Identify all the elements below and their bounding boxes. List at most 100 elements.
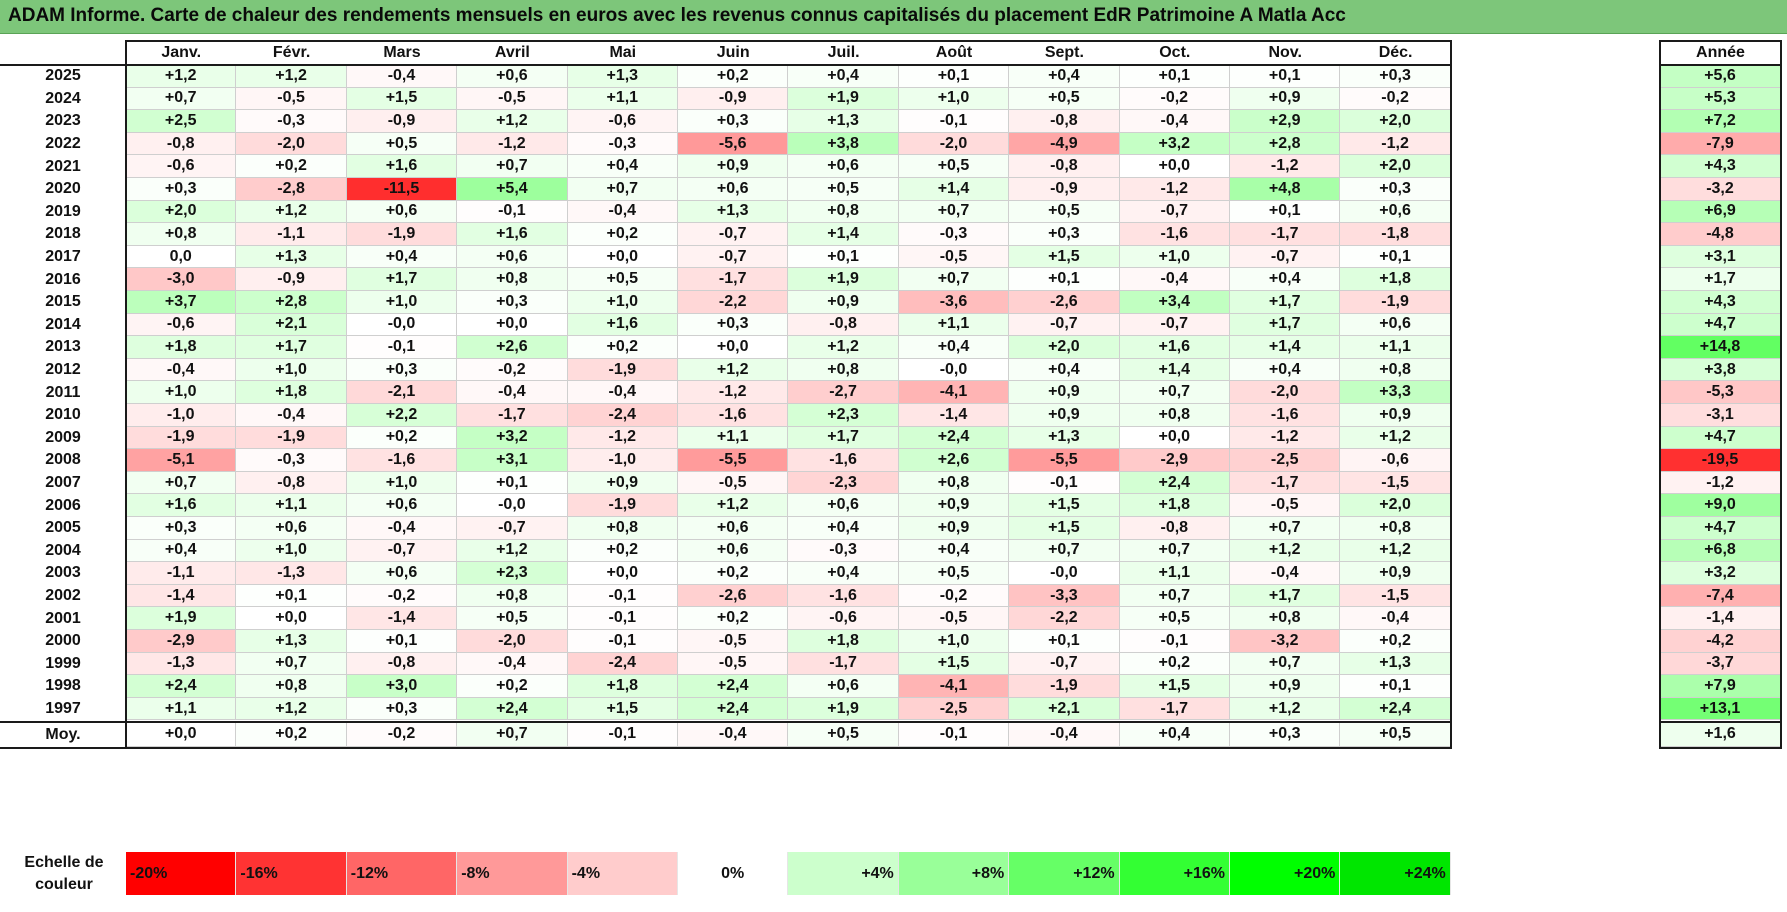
heatmap-cell: -0,4 — [236, 404, 347, 427]
year-label: 2011 — [45, 383, 81, 401]
heatmap-cell: +1,6 — [126, 494, 237, 517]
heatmap-cell: +2,4 — [126, 675, 237, 698]
column-header: Juin — [716, 44, 750, 61]
heatmap-cell: +2,4 — [457, 697, 568, 721]
heatmap-cell: +0,1 — [1009, 268, 1120, 291]
heatmap-cell: +0,9 — [788, 291, 899, 314]
heatmap-cell: -0,5 — [678, 652, 789, 676]
heatmap-cell: +1,1 — [1119, 562, 1230, 585]
heatmap-cell: +3,0 — [346, 675, 458, 698]
heatmap-cell: +3,7 — [126, 291, 237, 314]
heatmap-cell: +0,6 — [788, 155, 899, 178]
heatmap-cell: -1,5 — [1340, 584, 1451, 608]
heatmap-cell: -2,5 — [898, 697, 1010, 721]
heatmap-cell: +2,0 — [1340, 155, 1451, 178]
heatmap-cell: +3,2 — [457, 426, 568, 450]
heatmap-cell: +0,1 — [236, 584, 347, 608]
heatmap-cell: -0,3 — [567, 132, 678, 156]
heatmap-cell: +0,7 — [126, 87, 237, 111]
heatmap-cell: +0,8 — [1119, 404, 1230, 427]
heatmap-cell: +2,0 — [1340, 110, 1451, 133]
heatmap-cell: +1,2 — [236, 65, 347, 88]
annual-cell: +4,3 — [1660, 155, 1781, 178]
heatmap-cell: -2,0 — [898, 132, 1010, 156]
heatmap-cell: -0,6 — [567, 110, 678, 133]
heatmap-cell: -0,4 — [1119, 110, 1230, 133]
column-header: Mai — [609, 44, 637, 61]
heatmap-cell: +0,6 — [1340, 200, 1451, 224]
year-label: 2016 — [45, 270, 81, 288]
heatmap-cell: -0,1 — [346, 336, 458, 359]
heatmap-cell: -0,5 — [457, 87, 568, 111]
year-label: 2008 — [45, 451, 81, 469]
column-header: Août — [935, 44, 973, 61]
heatmap-cell: -0,6 — [126, 155, 237, 178]
heatmap-cell: -1,7 — [1119, 697, 1230, 721]
heatmap-cell: -1,2 — [457, 132, 568, 156]
heatmap-cell: -1,2 — [678, 381, 789, 404]
heatmap-cell: -1,7 — [678, 268, 789, 291]
heatmap-cell: +2,4 — [1340, 697, 1451, 721]
heatmap-cell: +0,5 — [346, 132, 458, 156]
heatmap-cell: -2,1 — [346, 381, 458, 404]
color-scale-swatch: +20% — [1230, 852, 1341, 895]
heatmap-cell: +1,2 — [236, 697, 347, 721]
heatmap-cell: +1,2 — [1230, 539, 1341, 563]
heatmap-cell: -4,1 — [898, 675, 1010, 698]
main-table-left-rule — [125, 64, 127, 749]
annual-cell: +1,7 — [1660, 268, 1781, 291]
heatmap-cell: +0,2 — [1340, 630, 1451, 653]
heatmap-cell: +4,8 — [1230, 178, 1341, 201]
year-label: 2015 — [45, 293, 81, 311]
year-label: 1999 — [45, 654, 81, 672]
heatmap-cell: +1,8 — [788, 630, 899, 653]
heatmap-cell: +0,9 — [567, 471, 678, 495]
annual-cell: +4,3 — [1660, 291, 1781, 314]
heatmap-cell: +0,4 — [788, 562, 899, 585]
color-scale-swatch: +4% — [788, 852, 899, 895]
color-scale-title: Echelle de couleur — [24, 854, 104, 893]
heatmap-cell: +1,7 — [1230, 291, 1341, 314]
heatmap-cell: +1,0 — [1119, 245, 1230, 269]
heatmap-cell: -0,8 — [1009, 155, 1120, 178]
heatmap-cell: -5,1 — [126, 449, 237, 472]
heatmap-cell: +0,3 — [1009, 223, 1120, 246]
heatmap-cell: +0,5 — [1009, 200, 1120, 224]
heatmap-cell: -1,8 — [1340, 223, 1451, 246]
annual-cell: +13,1 — [1660, 697, 1781, 721]
heatmap-cell: -1,3 — [126, 652, 237, 676]
average-cell: +0,0 — [126, 722, 237, 748]
heatmap-cell: +5,4 — [457, 178, 568, 201]
heatmap-cell: +2,4 — [678, 675, 789, 698]
heatmap-cell: -1,9 — [567, 494, 678, 517]
heatmap-cell: +2,4 — [678, 697, 789, 721]
heatmap-cell: +2,8 — [1230, 132, 1341, 156]
heatmap-cell: -0,6 — [126, 313, 237, 337]
column-header: Oct. — [1159, 44, 1191, 61]
year-label: 2005 — [45, 519, 81, 537]
heatmap-cell: +1,2 — [678, 494, 789, 517]
heatmap-cell: +0,3 — [126, 178, 237, 201]
heatmap-cell: +0,4 — [126, 539, 237, 563]
year-label: 2020 — [45, 180, 81, 198]
heatmap-cell: -0,2 — [1119, 87, 1230, 111]
heatmap-cell: +1,9 — [788, 697, 899, 721]
annual-cell: +3,1 — [1660, 245, 1781, 269]
heatmap-cell: +1,2 — [236, 200, 347, 224]
year-label: 2014 — [45, 315, 81, 333]
heatmap-cell: -0,2 — [457, 358, 568, 382]
heatmap-cell: -0,7 — [1009, 313, 1120, 337]
heatmap-cell: -0,4 — [457, 652, 568, 676]
heatmap-cell: +0,1 — [1230, 200, 1341, 224]
heatmap-cell: -0,9 — [1009, 178, 1120, 201]
heatmap-cell: -3,3 — [1009, 584, 1120, 608]
heatmap-cell: +0,7 — [898, 200, 1010, 224]
heatmap-cell: +0,6 — [678, 539, 789, 563]
heatmap-cell: +0,6 — [678, 517, 789, 540]
heatmap-cell: +0,3 — [346, 697, 458, 721]
heatmap-cell: +0,8 — [1340, 358, 1451, 382]
heatmap-cell: -0,1 — [1009, 471, 1120, 495]
heatmap-cell: +0,6 — [346, 494, 458, 517]
heatmap-cell: -0,4 — [567, 200, 678, 224]
heatmap-cell: -0,1 — [567, 630, 678, 653]
